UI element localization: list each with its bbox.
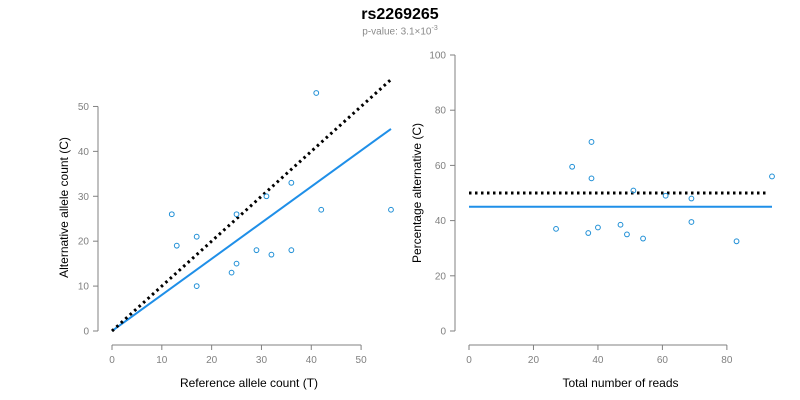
y-tick-label: 0 xyxy=(83,327,89,338)
data-point xyxy=(288,247,295,254)
data-point xyxy=(588,139,595,145)
data-point xyxy=(617,221,624,228)
y-tick-label: 40 xyxy=(435,216,447,227)
x-tick-label: 10 xyxy=(156,355,168,366)
data-point xyxy=(253,247,260,254)
y-tick-label: 60 xyxy=(435,161,447,172)
chart-subtitle: p-value: 3.1×10-3 xyxy=(0,25,800,37)
chart-title: rs2269265 xyxy=(361,6,439,23)
x-tick-label: 40 xyxy=(306,355,318,366)
y-tick-label: 10 xyxy=(78,282,90,293)
left-scatter-plot: 0 10 20 30 40 50 0 10 20 30 40 50 Reference allele c… xyxy=(57,78,394,390)
data-point xyxy=(553,225,559,232)
y-tick-label: 20 xyxy=(78,237,90,248)
x-tick-label: 20 xyxy=(528,355,540,366)
data-point xyxy=(228,269,235,276)
data-point xyxy=(318,206,325,213)
y-tick-label: 20 xyxy=(435,271,447,282)
x-tick-label: 40 xyxy=(592,355,604,366)
p-value-exponent: -3 xyxy=(431,25,438,32)
data-point xyxy=(630,187,637,194)
y-tick-label: 0 xyxy=(440,327,446,338)
data-point xyxy=(193,233,200,240)
data-point xyxy=(595,224,601,231)
data-point xyxy=(268,251,275,258)
data-point xyxy=(588,175,595,182)
data-point xyxy=(733,238,740,245)
x-tick-label: 60 xyxy=(657,355,669,366)
reference-line xyxy=(110,78,392,333)
p-value-text: p-value: 3.1×10 xyxy=(362,26,432,38)
y-tick-label: 40 xyxy=(78,147,90,158)
data-point xyxy=(263,193,270,200)
data-point xyxy=(233,211,240,218)
x-axis-title: Total number of reads xyxy=(562,376,678,390)
fit-line xyxy=(111,128,392,332)
data-point xyxy=(624,231,630,238)
data-point xyxy=(640,235,646,242)
x-tick-label: 0 xyxy=(109,355,115,366)
data-point xyxy=(193,283,200,289)
y-tick-label: 100 xyxy=(429,51,446,62)
y-axis-title: Alternative allele count (C) xyxy=(57,137,71,278)
y-axis-title: Percentage alternative (C) xyxy=(410,123,424,263)
x-tick-label: 80 xyxy=(721,355,733,366)
data-point xyxy=(688,195,695,202)
x-tick-label: 20 xyxy=(206,355,218,366)
y-tick-label: 30 xyxy=(78,192,90,203)
x-axis-title: Reference allele count (T) xyxy=(180,376,318,390)
data-point xyxy=(662,192,669,199)
data-point xyxy=(313,90,320,96)
y-tick-label: 50 xyxy=(78,102,90,113)
x-tick-label: 0 xyxy=(466,355,472,366)
data-point xyxy=(688,219,695,225)
data-point xyxy=(388,206,394,213)
data-point xyxy=(168,211,175,218)
x-tick-label: 30 xyxy=(256,355,268,366)
x-tick-label: 50 xyxy=(356,355,368,366)
data-point xyxy=(769,173,775,180)
data-point xyxy=(288,179,295,186)
y-tick-label: 80 xyxy=(435,106,447,117)
data-point xyxy=(585,230,592,236)
data-point xyxy=(569,163,576,170)
right-scatter-plot: 0 20 40 60 80 0 20 40 60 80 100 Total number of rea… xyxy=(410,51,775,390)
data-point xyxy=(233,260,240,267)
data-point xyxy=(173,242,180,249)
